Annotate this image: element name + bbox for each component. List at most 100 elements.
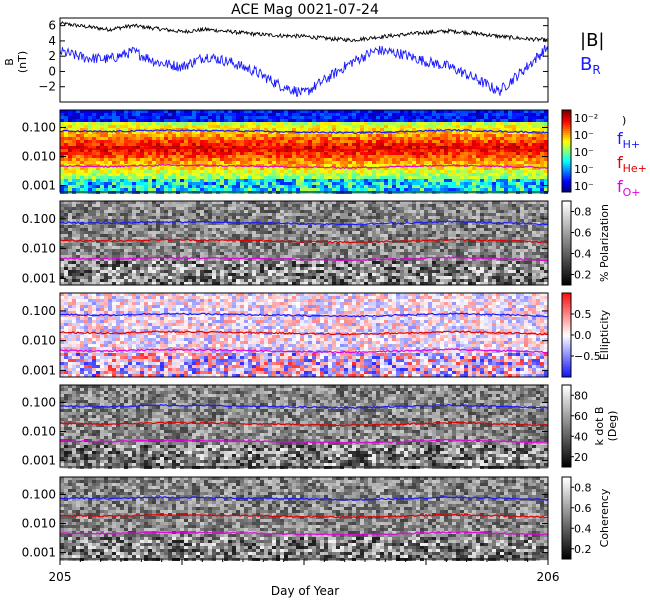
heatmap-cell <box>60 255 64 258</box>
heatmap-cell <box>172 170 176 173</box>
heatmap-cell <box>192 240 196 243</box>
heatmap-cell <box>64 240 68 243</box>
heatmap-cell <box>472 110 476 113</box>
heatmap-cell <box>76 128 80 131</box>
heatmap-cell <box>228 276 232 279</box>
heatmap-cell <box>216 110 220 113</box>
heatmap-cell <box>248 116 252 119</box>
heatmap-cell <box>236 134 240 137</box>
heatmap-cell <box>420 170 424 173</box>
heatmap-cell <box>88 261 92 264</box>
heatmap-cell <box>76 134 80 137</box>
heatmap-cell <box>384 185 388 188</box>
heatmap-cell <box>444 119 448 122</box>
heatmap-cell <box>536 179 540 182</box>
heatmap-cell <box>328 119 332 122</box>
heatmap-cell <box>80 258 84 261</box>
heatmap-cell <box>152 237 156 240</box>
heatmap-cell <box>152 279 156 282</box>
heatmap-cell <box>340 128 344 131</box>
heatmap-cell <box>228 234 232 237</box>
heatmap-cell <box>92 170 96 173</box>
heatmap-cell <box>420 134 424 137</box>
heatmap-cell <box>208 116 212 119</box>
heatmap-cell <box>148 155 152 158</box>
heatmap-cell <box>172 219 176 222</box>
heatmap-cell <box>224 110 228 113</box>
heatmap-cell <box>160 237 164 240</box>
heatmap-cell <box>144 234 148 237</box>
heatmap-cell <box>336 152 340 155</box>
heatmap-cell <box>384 149 388 152</box>
heatmap-cell <box>368 161 372 164</box>
heatmap-cell <box>188 125 192 128</box>
heatmap-cell <box>424 110 428 113</box>
heatmap-cell <box>112 188 116 191</box>
heatmap-cell <box>412 140 416 143</box>
heatmap-cell <box>264 237 268 240</box>
heatmap-cell <box>76 119 80 122</box>
heatmap-cell <box>172 237 176 240</box>
heatmap-cell <box>284 140 288 143</box>
y-axis-unit: (nT) <box>16 51 29 73</box>
heatmap-cell <box>228 240 232 243</box>
heatmap-cell <box>100 243 104 246</box>
heatmap-cell <box>420 113 424 116</box>
colorbar-segment <box>562 187 571 191</box>
heatmap-cell <box>160 279 164 282</box>
heatmap-cell <box>204 113 208 116</box>
heatmap-cell <box>92 204 96 207</box>
heatmap-cell <box>96 261 100 264</box>
heatmap-cell <box>344 185 348 188</box>
heatmap-cell <box>304 110 308 113</box>
colorbar-segment <box>562 179 571 183</box>
heatmap-cell <box>268 228 272 231</box>
heatmap-cell <box>120 176 124 179</box>
heatmap-cell <box>508 176 512 179</box>
heatmap-cell <box>440 119 444 122</box>
heatmap-cell <box>376 134 380 137</box>
heatmap-cell <box>256 213 260 216</box>
heatmap-cell <box>84 167 88 170</box>
heatmap-cell <box>308 176 312 179</box>
heatmap-cell <box>244 134 248 137</box>
heatmap-cell <box>352 143 356 146</box>
heatmap-cell <box>236 222 240 225</box>
heatmap-cell <box>188 152 192 155</box>
heatmap-cell <box>248 207 252 210</box>
heatmap-cell <box>180 264 184 267</box>
colorbar-tick-label: 10⁻ <box>574 129 594 142</box>
heatmap-cell <box>140 252 144 255</box>
heatmap-cell <box>432 149 436 152</box>
heatmap-cell <box>508 134 512 137</box>
heatmap-cell <box>488 176 492 179</box>
heatmap-cell <box>208 152 212 155</box>
heatmap-cell <box>416 116 420 119</box>
heatmap-cell <box>176 122 180 125</box>
heatmap-cell <box>244 252 248 255</box>
heatmap-cell <box>80 179 84 182</box>
heatmap-cell <box>316 119 320 122</box>
heatmap-cell <box>108 128 112 131</box>
heatmap-cell <box>160 137 164 140</box>
heatmap-cell <box>336 185 340 188</box>
heatmap-cell <box>472 122 476 125</box>
heatmap-cell <box>112 155 116 158</box>
heatmap-cell <box>132 279 136 282</box>
heatmap-cell <box>200 222 204 225</box>
heatmap-cell <box>252 246 256 249</box>
heatmap-cell <box>244 155 248 158</box>
heatmap-cell <box>264 279 268 282</box>
heatmap-cell <box>236 204 240 207</box>
heatmap-cell <box>272 201 276 204</box>
heatmap-cell <box>120 252 124 255</box>
heatmap-cell <box>192 270 196 273</box>
heatmap-cell <box>108 188 112 191</box>
heatmap-cell <box>76 246 80 249</box>
heatmap-cell <box>272 161 276 164</box>
heatmap-cell <box>188 273 192 276</box>
heatmap-cell <box>108 264 112 267</box>
heatmap-cell <box>176 279 180 282</box>
heatmap-cell <box>208 276 212 279</box>
